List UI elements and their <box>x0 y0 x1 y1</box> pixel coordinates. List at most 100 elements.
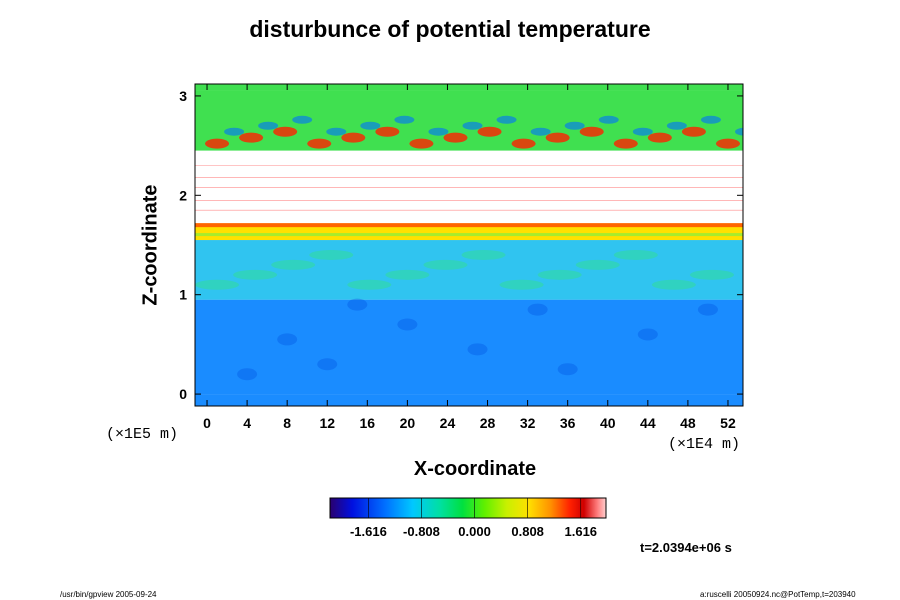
colorbar-gradient <box>329 497 607 519</box>
x-tick-label: 4 <box>243 415 251 431</box>
streak <box>499 279 544 290</box>
wave-cell <box>530 127 551 136</box>
y-axis: 0 1 2 3 <box>179 88 743 402</box>
eddy <box>347 298 368 311</box>
wave-cell <box>341 132 366 143</box>
eddy <box>317 358 338 371</box>
wave-cell <box>273 126 298 137</box>
wave-cell <box>564 121 585 130</box>
eddy <box>557 363 578 376</box>
wave-cell <box>477 126 502 137</box>
streak <box>651 279 696 290</box>
y-tick-label: 1 <box>179 287 187 303</box>
footer-left: /usr/bin/gpview 2005-09-24 <box>60 590 157 599</box>
x-tick-label: 32 <box>520 415 536 431</box>
plot-frame <box>194 83 744 407</box>
wave-cell <box>545 132 570 143</box>
chart-title: disturbunce of potential temperature <box>249 16 651 42</box>
wave-cell <box>307 138 332 149</box>
field-band <box>195 240 743 300</box>
streak <box>613 249 658 260</box>
colorbar-tick-label: 0.000 <box>458 524 491 539</box>
y-axis-label: Z-coordinate <box>139 184 162 306</box>
streak <box>347 279 392 290</box>
x-tick-label: 48 <box>680 415 696 431</box>
eddy <box>527 303 548 316</box>
wave-cell <box>224 127 245 136</box>
potential-temperature-field <box>195 84 743 406</box>
x-axis: 0 4 8 12 16 20 24 28 32 36 40 44 48 52 <box>203 84 736 431</box>
x-tick-label: 0 <box>203 415 211 431</box>
x-tick-label: 24 <box>440 415 456 431</box>
wave-cell <box>700 115 721 124</box>
eddy <box>237 368 258 381</box>
x-tick-label: 52 <box>720 415 736 431</box>
x-tick-label: 44 <box>640 415 656 431</box>
colorbar-tick-label: -1.616 <box>349 524 387 539</box>
wave-cell <box>239 132 264 143</box>
wave-cell <box>598 115 619 124</box>
wave-cell <box>375 126 400 137</box>
wave-cell <box>360 121 381 130</box>
field-band <box>195 150 743 224</box>
field-band <box>195 84 743 91</box>
streak <box>423 259 468 270</box>
wave-cell <box>579 126 604 137</box>
colorbar-tick-label: 1.616 <box>564 524 598 539</box>
y-tick-label: 2 <box>179 187 187 203</box>
eddy <box>637 328 658 341</box>
wave-cell <box>292 115 313 124</box>
wave-cell <box>409 138 434 149</box>
eddy <box>397 318 418 331</box>
wave-cell <box>613 138 638 149</box>
time-stamp: t=2.0394e+06 s <box>640 540 732 555</box>
x-tick-label: 16 <box>360 415 376 431</box>
wave-cell <box>394 115 415 124</box>
y-tick-label: 3 <box>179 88 187 104</box>
x-tick-label: 20 <box>400 415 416 431</box>
streak <box>271 259 316 270</box>
wave-cell <box>443 132 468 143</box>
wave-cell <box>428 127 449 136</box>
x-tick-label: 36 <box>560 415 576 431</box>
colorbar-tick-label: -0.808 <box>403 524 440 539</box>
x-tick-label: 8 <box>283 415 291 431</box>
wave-cell <box>681 126 706 137</box>
streak <box>385 269 430 280</box>
streak <box>309 249 354 260</box>
x-axis-label: X-coordinate <box>413 458 537 480</box>
warm-edge <box>195 223 743 228</box>
colorbar <box>329 497 607 519</box>
footer-right: a:ruscelli 20050924.nc@PotTemp,t=203940 <box>700 590 856 599</box>
x-tick-label: 40 <box>600 415 616 431</box>
x-tick-label: 28 <box>480 415 496 431</box>
wave-cell <box>666 121 687 130</box>
streak <box>461 249 506 260</box>
wave-cell <box>632 127 653 136</box>
wave-cell <box>258 121 279 130</box>
x-tick-label: 12 <box>319 415 335 431</box>
field-band <box>195 394 743 406</box>
wave-cell <box>735 127 743 136</box>
wave-cell <box>511 138 536 149</box>
streak <box>575 259 620 270</box>
y-scale-label: (×1E5 m) <box>106 426 179 443</box>
eddy <box>697 303 718 316</box>
streak <box>689 269 734 280</box>
field-band <box>195 299 743 395</box>
wave-cell <box>647 132 672 143</box>
wave-cell <box>326 127 347 136</box>
warm-edge <box>195 233 743 237</box>
wave-cell <box>462 121 483 130</box>
x-scale-label: (×1E4 m) <box>668 436 741 453</box>
streak <box>195 279 240 290</box>
colorbar-tick-label: 0.808 <box>511 524 544 539</box>
eddy <box>467 343 488 356</box>
y-tick-label: 0 <box>179 386 187 402</box>
streak <box>233 269 278 280</box>
wave-cell <box>496 115 517 124</box>
eddy <box>277 333 298 346</box>
wave-cell <box>205 138 230 149</box>
streak <box>537 269 582 280</box>
